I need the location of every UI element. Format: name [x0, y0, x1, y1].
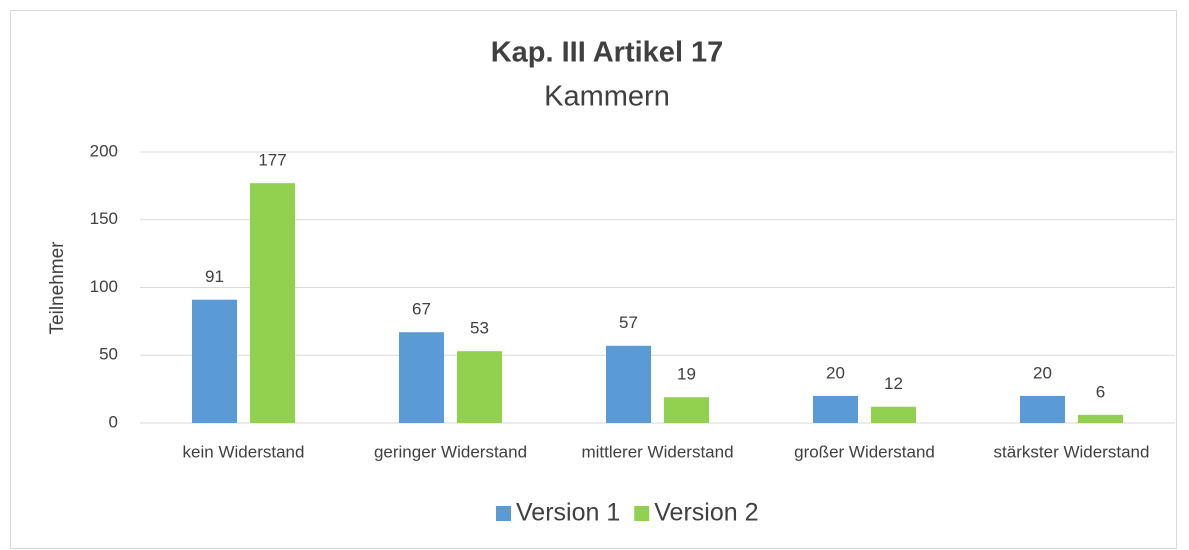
y-axis-label: Teilnehmer	[47, 241, 68, 335]
data-label: 6	[1096, 382, 1105, 401]
data-label: 67	[412, 300, 431, 319]
bar	[192, 299, 237, 423]
legend-label: Version 2	[654, 499, 758, 527]
x-tick-label: mittlerer Widerstand	[581, 442, 733, 461]
bar	[250, 183, 295, 423]
legend-label: Version 1	[516, 499, 620, 527]
data-label: 20	[826, 363, 845, 382]
legend-swatch	[634, 506, 650, 521]
bar	[606, 345, 651, 423]
chart-title: Kap. III Artikel 17	[491, 37, 724, 69]
data-label: 12	[884, 374, 903, 393]
bar	[664, 397, 709, 423]
y-tick-label: 50	[99, 345, 118, 364]
bar	[871, 406, 916, 423]
y-tick-label: 0	[109, 412, 118, 431]
chart-frame	[10, 10, 1177, 549]
x-tick-label: kein Widerstand	[183, 442, 305, 461]
legend-swatch	[496, 506, 511, 521]
y-tick-label: 150	[90, 209, 118, 228]
bar	[399, 332, 444, 423]
data-label: 19	[677, 365, 696, 384]
y-tick-label: 200	[90, 141, 118, 160]
y-tick-label: 100	[90, 277, 118, 296]
bar	[1020, 395, 1065, 423]
x-tick-label: stärkster Widerstand	[994, 442, 1150, 461]
data-label: 57	[619, 313, 638, 332]
bar	[457, 351, 502, 423]
data-label: 20	[1033, 363, 1052, 382]
data-label: 53	[470, 319, 489, 338]
data-label: 177	[258, 151, 286, 170]
chart-subtitle: Kammern	[544, 81, 670, 113]
x-tick-label: geringer Widerstand	[374, 442, 527, 461]
data-label: 91	[205, 267, 224, 286]
bar	[813, 395, 858, 423]
x-tick-label: großer Widerstand	[794, 442, 935, 461]
bar	[1078, 414, 1123, 423]
